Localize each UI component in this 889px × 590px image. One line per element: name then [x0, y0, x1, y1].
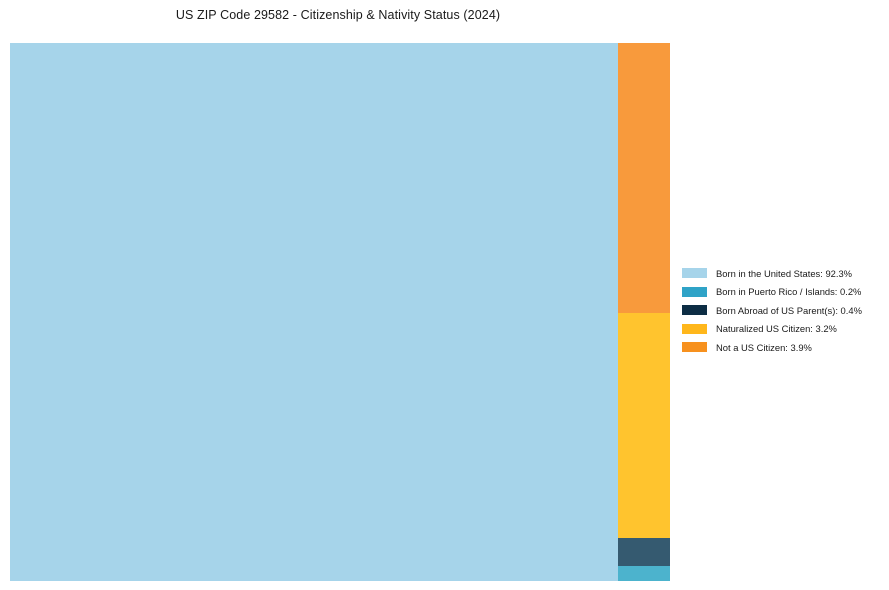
treemap-cell[interactable]	[10, 43, 618, 581]
treemap-cell[interactable]	[617, 537, 670, 566]
treemap-plot-area	[10, 43, 670, 581]
legend-item-label: Not a US Citizen: 3.9%	[716, 341, 812, 353]
chart-title: US ZIP Code 29582 - Citizenship & Nativi…	[175, 8, 501, 22]
treemap-primary-column	[10, 43, 618, 581]
legend-item-label: Born in the United States: 92.3%	[716, 267, 853, 279]
legend-item[interactable]: Not a US Citizen: 3.9%	[682, 338, 882, 357]
chart-legend: Born in the United States: 92.3% Born in …	[682, 264, 882, 357]
legend-swatch-icon	[682, 268, 707, 279]
treemap-cell[interactable]	[617, 313, 670, 538]
legend-item[interactable]: Born in the United States: 92.3%	[682, 264, 882, 283]
legend-item-label: Born Abroad of US Parent(s): 0.4%	[716, 304, 862, 316]
legend-item-label: Naturalized US Citizen: 3.2%	[716, 323, 837, 335]
legend-item[interactable]: Born in Puerto Rico / Islands: 0.2%	[682, 283, 882, 302]
legend-swatch-icon	[682, 286, 707, 297]
legend-item[interactable]: Born Abroad of US Parent(s): 0.4%	[682, 301, 882, 320]
legend-item[interactable]: Naturalized US Citizen: 3.2%	[682, 320, 882, 339]
legend-swatch-icon	[682, 305, 707, 316]
treemap-secondary-column	[617, 43, 670, 581]
treemap-cell[interactable]	[617, 43, 670, 314]
legend-swatch-icon	[682, 323, 707, 334]
legend-item-label: Born in Puerto Rico / Islands: 0.2%	[716, 286, 862, 298]
legend-swatch-icon	[682, 342, 707, 353]
treemap-cell[interactable]	[617, 565, 670, 581]
